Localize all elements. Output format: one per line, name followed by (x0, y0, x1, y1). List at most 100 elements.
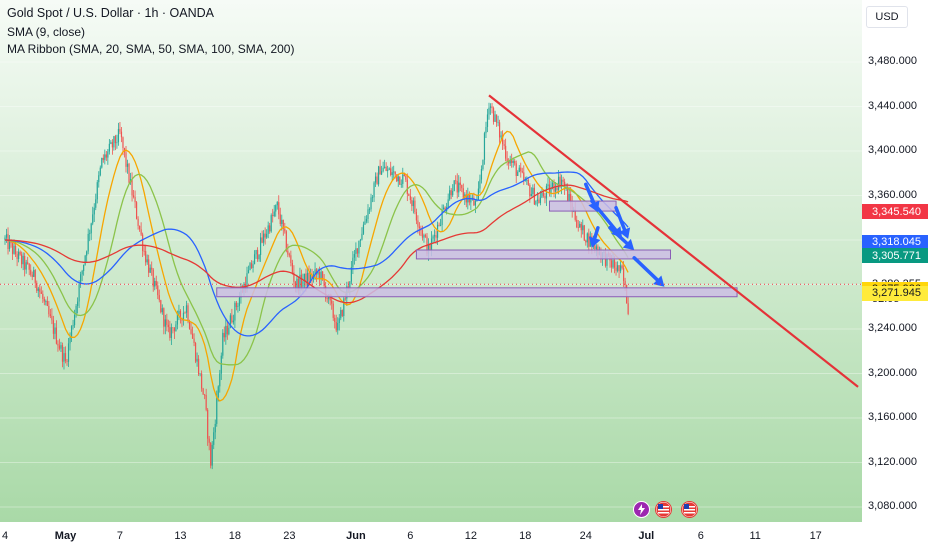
candle-body (120, 131, 123, 138)
candle-body (526, 179, 528, 181)
candle-body (95, 199, 97, 208)
candle-body (172, 327, 174, 329)
candle-body (176, 314, 179, 325)
candle-body (619, 265, 622, 272)
candle-body (27, 262, 29, 264)
candle-body (90, 223, 92, 234)
candle-body (299, 274, 301, 291)
candle-body (461, 184, 463, 189)
candle-body (515, 163, 517, 176)
candle-body (343, 298, 345, 317)
support-zone (415, 249, 671, 260)
candle-body (117, 128, 120, 143)
candle-body (126, 163, 129, 167)
candle-body (151, 267, 153, 270)
candle-body (406, 179, 408, 194)
candle-body (624, 280, 626, 285)
candle-body (440, 224, 442, 226)
candle-body (517, 172, 519, 176)
candle-body (483, 133, 486, 160)
candle-body (214, 423, 216, 433)
arrow-shaft (592, 226, 600, 240)
arrow-head (588, 236, 601, 248)
candle-body (341, 310, 343, 317)
candle-body (482, 159, 484, 169)
candle-body (492, 108, 495, 122)
candle-body (485, 126, 487, 134)
candle-body (58, 345, 61, 349)
candle-body (293, 272, 295, 282)
candle-body (43, 298, 45, 302)
candle-body (166, 319, 168, 325)
currency-selector[interactable]: USD (866, 6, 908, 28)
candle-body (532, 187, 534, 194)
candle-body (219, 373, 221, 387)
candle-body (154, 280, 156, 287)
candle-body (322, 271, 324, 279)
candle-body (364, 221, 366, 225)
candle-body (332, 303, 334, 318)
candle-body (125, 152, 127, 167)
candle-body (491, 106, 493, 109)
candle-body (349, 281, 351, 288)
candle-body (73, 315, 76, 326)
candle-body (582, 225, 584, 231)
us-flag-icon[interactable] (681, 501, 698, 518)
candle-body (294, 281, 296, 288)
candle-body (447, 199, 449, 208)
candle-body (421, 230, 424, 238)
time-tick-label: 4 (1, 530, 9, 542)
candle-body (238, 297, 241, 306)
candle-body (161, 308, 163, 313)
candle-body (220, 355, 222, 374)
candle-body (66, 360, 68, 362)
candle-body (320, 271, 322, 280)
candle-body (579, 223, 581, 228)
candle-body (489, 106, 492, 108)
candle-body (486, 114, 489, 127)
time-tick-label: May (54, 530, 77, 542)
arrows-layer[interactable] (584, 182, 665, 287)
candle-body (217, 386, 219, 398)
trendline-layer[interactable] (488, 94, 859, 388)
time-tick-label: 13 (174, 530, 187, 542)
candle-body (83, 264, 85, 271)
candle-body (28, 263, 30, 270)
us-flag-icon[interactable] (655, 501, 672, 518)
candle-body (418, 226, 421, 228)
candle-body (175, 324, 177, 332)
candle-body (208, 438, 210, 443)
candle-body (527, 179, 529, 186)
candle-body (377, 166, 380, 185)
candle-body (561, 179, 563, 187)
candle-body (5, 234, 8, 238)
candle-body (562, 179, 564, 182)
time-tick-label: Jul (638, 530, 655, 542)
price-tag: 3,318.045 (862, 234, 928, 250)
candle-body (473, 197, 475, 206)
candle-body (305, 273, 307, 286)
candle-body (270, 215, 272, 232)
candle-body (152, 269, 154, 287)
candle-body (452, 190, 454, 196)
candle-body (267, 225, 269, 234)
candle-body (344, 298, 346, 300)
ma-ribbon-indicator-label[interactable]: MA Ribbon (SMA, 20, SMA, 50, SMA, 100, S… (7, 42, 295, 56)
candle-body (24, 255, 26, 270)
arrow-shaft (632, 256, 659, 282)
candle-body (223, 332, 225, 338)
candle-body (518, 167, 520, 173)
candle-body (128, 163, 130, 183)
lightning-icon[interactable] (633, 501, 650, 518)
candle-body (92, 214, 94, 224)
candle-body (81, 270, 83, 275)
chart-title[interactable]: Gold Spot / U.S. Dollar · 1h · OANDA (7, 6, 215, 20)
candle-body (51, 315, 53, 321)
candle-body (362, 224, 365, 234)
sma-indicator-label[interactable]: SMA (9, close) (7, 25, 86, 39)
candle-body (495, 114, 498, 123)
candle-body (229, 315, 231, 328)
candle-body (21, 254, 23, 265)
